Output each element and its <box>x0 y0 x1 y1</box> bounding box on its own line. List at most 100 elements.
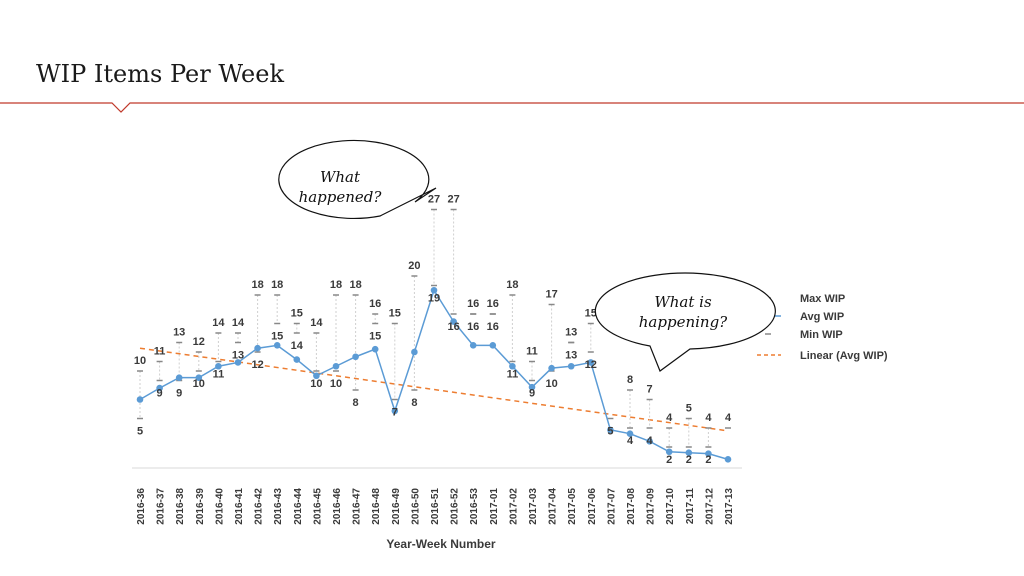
min-label: 2 <box>686 454 692 466</box>
avg-point <box>215 362 222 370</box>
callout-what-happened: What happened? <box>278 139 437 220</box>
x-tick-label: 2017-03 <box>528 488 539 525</box>
trend-line <box>139 347 729 432</box>
avg-point <box>273 342 281 349</box>
avg-point <box>548 364 555 372</box>
max-label: 14 <box>232 317 245 329</box>
avg-point <box>430 286 438 294</box>
avg-point <box>371 345 379 353</box>
min-label: 7 <box>392 407 398 419</box>
min-label: 8 <box>353 397 359 409</box>
max-label: 11 <box>154 346 166 358</box>
callout-bubble <box>594 272 776 372</box>
avg-point <box>665 448 673 456</box>
max-label: 10 <box>134 355 146 367</box>
avg-point <box>234 359 242 366</box>
min-label: 10 <box>193 378 205 390</box>
max-label: 14 <box>212 317 225 329</box>
x-axis-title: Year-Week Number <box>386 537 495 551</box>
legend: Max WIP Avg WIP Min WIP Linear (Avg WIP) <box>757 293 888 362</box>
avg-point <box>705 450 712 457</box>
min-label: 12 <box>585 359 597 371</box>
legend-trend-label: Linear (Avg WIP) <box>800 350 888 362</box>
callout-line-1: What is <box>654 293 712 311</box>
max-label: 5 <box>686 403 692 415</box>
min-label: 5 <box>607 426 613 438</box>
min-label: 10 <box>330 378 342 390</box>
x-tick-label: 2016-40 <box>214 488 225 525</box>
x-tick-label: 2016-45 <box>312 488 323 525</box>
min-label: 10 <box>310 378 322 390</box>
x-axis-ticks: 2016-36 2016-37 2016-38 2016-39 2016-40 2016-… <box>136 488 735 525</box>
x-tick-label: 2017-10 <box>665 488 676 525</box>
avg-point <box>587 359 595 366</box>
legend-min-label: Min WIP <box>800 329 843 341</box>
x-tick-label: 2016-42 <box>254 488 265 525</box>
max-label: 18 <box>251 279 263 291</box>
min-label: 15 <box>271 331 283 343</box>
x-tick-label: 2017-11 <box>685 488 696 525</box>
max-label: 17 <box>545 289 557 301</box>
avg-point <box>136 396 144 403</box>
max-label: 8 <box>627 374 633 386</box>
max-label: 16 <box>487 298 499 310</box>
x-tick-label: 2016-48 <box>371 488 382 525</box>
max-label: 15 <box>585 308 597 320</box>
x-tick-label: 2017-09 <box>646 488 657 525</box>
min-label: 16 <box>467 321 479 333</box>
max-label: 16 <box>467 298 479 310</box>
max-label: 4 <box>666 412 673 424</box>
max-label: 13 <box>173 327 185 339</box>
avg-point <box>646 438 653 445</box>
max-label: 20 <box>408 260 420 272</box>
min-label: 2 <box>705 454 711 466</box>
min-label: 4 <box>647 435 654 447</box>
max-label: 27 <box>447 194 459 206</box>
max-label: 16 <box>369 298 381 310</box>
max-label: 4 <box>725 412 732 424</box>
x-tick-label: 2017-13 <box>724 488 735 525</box>
x-tick-label: 2017-06 <box>587 488 598 525</box>
legend-max-label: Max WIP <box>800 293 845 305</box>
min-label: 15 <box>369 331 381 343</box>
avg-point <box>724 456 732 463</box>
x-tick-label: 2016-50 <box>410 488 421 525</box>
x-tick-label: 2016-43 <box>273 488 284 525</box>
max-label: 4 <box>705 412 712 424</box>
x-tick-label: 2016-39 <box>195 488 206 525</box>
avg-point <box>254 344 261 352</box>
min-label: 13 <box>565 350 577 362</box>
x-tick-label: 2016-36 <box>136 488 147 525</box>
min-max-markers <box>137 208 731 448</box>
max-label: 13 <box>565 327 577 339</box>
avg-point <box>509 362 516 370</box>
x-tick-label: 2016-51 <box>430 488 441 525</box>
x-tick-label: 2016-49 <box>391 488 402 525</box>
x-tick-label: 2017-07 <box>606 488 617 525</box>
min-label: 9 <box>529 388 535 400</box>
max-label: 27 <box>428 194 440 206</box>
max-label: 7 <box>647 384 653 396</box>
x-tick-label: 2016-44 <box>293 488 304 525</box>
x-tick-label: 2016-53 <box>469 488 480 525</box>
min-label: 13 <box>232 350 244 362</box>
max-label: 12 <box>193 336 205 348</box>
callout-bubble <box>278 139 437 220</box>
callout-line-2: happening? <box>639 313 728 331</box>
x-tick-label: 2016-41 <box>234 488 245 525</box>
x-tick-label: 2017-12 <box>704 488 715 525</box>
avg-point <box>195 374 203 381</box>
min-label: 5 <box>137 426 143 438</box>
x-tick-label: 2017-04 <box>548 488 559 525</box>
max-label: 18 <box>349 279 361 291</box>
avg-point <box>528 383 536 391</box>
max-label: 18 <box>271 279 283 291</box>
min-label: 9 <box>176 388 182 400</box>
callout-line-1: What <box>320 168 361 186</box>
avg-point <box>489 342 497 349</box>
avg-point <box>450 318 457 325</box>
slide-title: WIP Items Per Week <box>36 60 284 88</box>
avg-wip-points <box>136 286 732 463</box>
avg-point <box>607 426 614 434</box>
avg-point <box>567 362 575 370</box>
